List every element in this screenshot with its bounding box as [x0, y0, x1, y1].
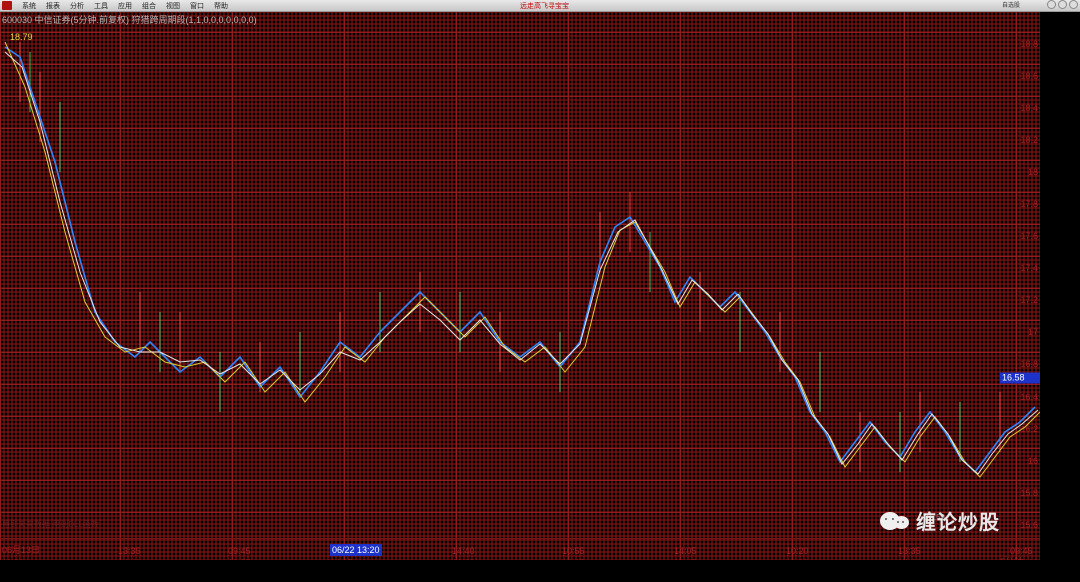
menu-red-note: 远走高飞寻宝宝 [520, 1, 569, 11]
trend-line-white [5, 52, 1038, 474]
chart-watermark-text: 用到未来数据 用到DLL函数 [2, 519, 99, 530]
peak-price-label: 18.79 [10, 32, 33, 42]
window-maximize-button[interactable] [1058, 0, 1067, 9]
window-minimize-button[interactable] [1047, 0, 1056, 9]
wechat-logo-text: 缠论炒股 [916, 506, 1000, 535]
menu-item-1[interactable]: 报表 [46, 1, 60, 11]
wechat-logo-block: 缠论炒股 [880, 506, 1000, 535]
menu-item-8[interactable]: 帮助 [214, 1, 228, 11]
window-controls [1047, 0, 1078, 9]
menu-item-0[interactable]: 系统 [22, 1, 36, 11]
candle-up-wicks [20, 42, 1000, 472]
window-close-button[interactable] [1069, 0, 1078, 9]
wechat-bubble-small [894, 516, 909, 529]
app-window: 系统 报表 分析 工具 应用 组合 视图 窗口 帮助 远走高飞寻宝宝 自选股 [0, 0, 1080, 582]
toolbar-extra-label: 自选股 [1002, 0, 1020, 9]
wechat-bubbles-icon [880, 510, 912, 532]
trend-line-blue [5, 47, 1035, 472]
candle-down-wicks [30, 52, 960, 472]
trend-line-yellow [5, 42, 1040, 477]
app-icon [2, 1, 12, 10]
menu-item-6[interactable]: 视图 [166, 1, 180, 11]
chart-title: 600030 中信证券(5分钟.前复权) 狩猎跨周期段(1,1,0,0,0,0,… [2, 13, 257, 26]
menu-item-4[interactable]: 应用 [118, 1, 132, 11]
menu-bar: 系统 报表 分析 工具 应用 组合 视图 窗口 帮助 远走高飞寻宝宝 自选股 [0, 0, 1080, 12]
menu-item-7[interactable]: 窗口 [190, 1, 204, 11]
menu-item-5[interactable]: 组合 [142, 1, 156, 11]
right-axis-highlighted-price[interactable]: 16.58 [1000, 373, 1040, 384]
price-plot-svg [0, 12, 1040, 560]
chart-canvas[interactable]: 600030 中信证券(5分钟.前复权) 狩猎跨周期段(1,1,0,0,0,0,… [0, 12, 1040, 560]
menu-item-2[interactable]: 分析 [70, 1, 84, 11]
menu-item-3[interactable]: 工具 [94, 1, 108, 11]
